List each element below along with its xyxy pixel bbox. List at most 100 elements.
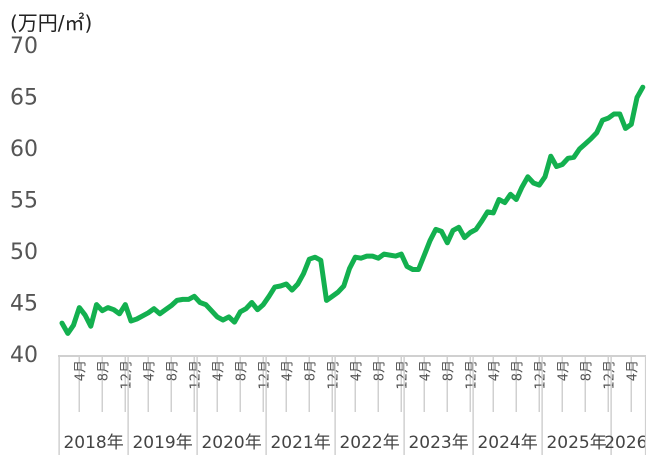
x-month-label: 12月 [533, 360, 548, 390]
data-point [514, 197, 519, 202]
data-point [531, 181, 536, 186]
x-year-label: 2021年 [270, 433, 330, 453]
data-point [376, 256, 381, 261]
data-point [537, 183, 542, 188]
data-point [192, 294, 197, 299]
data-point [100, 308, 105, 313]
data-point [439, 229, 444, 234]
x-month-label: 4月 [142, 360, 157, 381]
x-year-label: 2019年 [132, 433, 192, 453]
data-point [548, 154, 553, 159]
x-month-label: 4月 [349, 360, 364, 381]
y-tick-label: 40 [10, 343, 38, 368]
data-point [468, 230, 473, 235]
data-point [520, 185, 525, 190]
x-year-label: 2023年 [408, 433, 468, 453]
data-point [198, 300, 203, 305]
x-month-label: 12月 [326, 360, 341, 390]
x-month-label: 8月 [441, 360, 456, 381]
data-point [589, 136, 594, 141]
data-point [71, 323, 76, 328]
data-point [318, 258, 323, 263]
y-axis-unit-label: (万円/㎡) [10, 11, 92, 35]
data-point [635, 95, 640, 100]
data-point [364, 254, 369, 259]
data-point [290, 288, 295, 293]
data-point [140, 313, 145, 318]
data-point [491, 210, 496, 215]
x-month-label: 4月 [418, 360, 433, 381]
data-point [106, 305, 111, 310]
data-point [221, 318, 226, 323]
data-point [157, 311, 162, 316]
data-point [422, 253, 427, 258]
data-point [77, 305, 82, 310]
data-point [117, 311, 122, 316]
x-month-label: 8月 [303, 360, 318, 381]
data-point [416, 267, 421, 272]
x-month-label: 4月 [556, 360, 571, 381]
data-point [272, 285, 277, 290]
data-point [508, 192, 513, 197]
data-point [433, 227, 438, 232]
data-point [629, 122, 634, 127]
data-point [65, 331, 70, 336]
data-point [313, 255, 318, 260]
data-point [134, 316, 139, 321]
x-month-label: 4月 [487, 360, 502, 381]
x-year-label: 2024年 [477, 433, 537, 453]
data-point [600, 118, 605, 123]
data-point [353, 255, 358, 260]
data-point [577, 147, 582, 152]
y-tick-label: 50 [10, 240, 38, 265]
data-point [405, 264, 410, 269]
y-tick-label: 70 [10, 34, 38, 59]
data-point [307, 257, 312, 262]
data-point [278, 284, 283, 289]
y-tick-label: 55 [10, 189, 38, 214]
data-point [571, 155, 576, 160]
data-point [347, 266, 352, 271]
x-month-label: 4月 [625, 360, 640, 381]
data-point [152, 306, 157, 311]
data-point [612, 112, 617, 117]
x-month-label: 12月 [602, 360, 617, 390]
series-layer [59, 84, 646, 336]
data-point [123, 302, 128, 307]
data-point [462, 235, 467, 240]
data-point [543, 174, 548, 179]
data-point [583, 141, 588, 146]
data-point [428, 238, 433, 243]
data-point [88, 324, 93, 329]
data-point [336, 290, 341, 295]
data-point [255, 307, 260, 312]
data-point [617, 112, 622, 117]
data-point [554, 164, 559, 169]
data-point [267, 294, 272, 299]
data-point [410, 267, 415, 272]
data-point [382, 252, 387, 257]
data-point [180, 297, 185, 302]
x-month-label: 4月 [211, 360, 226, 381]
data-point [370, 254, 375, 259]
data-point [594, 130, 599, 135]
data-point [232, 320, 237, 325]
data-point [301, 271, 306, 276]
data-point [479, 219, 484, 224]
data-point [186, 297, 191, 302]
data-point [606, 116, 611, 121]
data-point [456, 225, 461, 230]
x-month-label: 8月 [579, 360, 594, 381]
data-point [284, 281, 289, 286]
data-point [238, 309, 243, 314]
data-point [60, 321, 65, 326]
data-point [203, 302, 208, 307]
x-month-label: 12月 [464, 360, 479, 390]
data-point [359, 256, 364, 261]
data-point [623, 126, 628, 131]
data-point [640, 85, 645, 90]
data-point [226, 314, 231, 319]
x-year-label: 2022年 [339, 433, 399, 453]
data-point [399, 252, 404, 257]
